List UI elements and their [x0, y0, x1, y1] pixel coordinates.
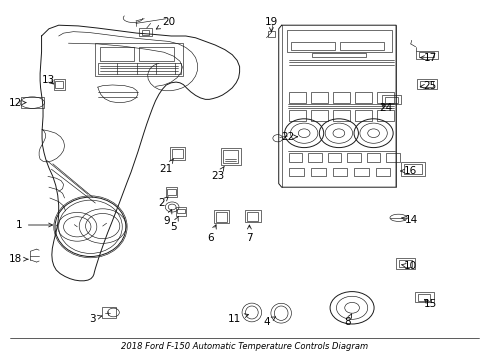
Bar	[398, 260, 411, 267]
Bar	[288, 153, 302, 162]
Bar	[310, 110, 327, 121]
Bar	[170, 147, 184, 160]
Text: 5: 5	[170, 216, 178, 232]
Bar	[176, 207, 185, 216]
Bar	[215, 212, 226, 222]
Bar	[95, 43, 183, 76]
Bar	[375, 168, 389, 176]
Text: 2018 Ford F-150 Automatic Temperature Controls Diagram: 2018 Ford F-150 Automatic Temperature Co…	[121, 342, 367, 351]
Bar	[307, 153, 321, 162]
Text: 23: 23	[210, 166, 224, 181]
Bar	[247, 212, 258, 221]
Text: 22: 22	[280, 132, 297, 142]
Bar	[310, 92, 327, 103]
Bar	[172, 149, 183, 158]
Bar	[213, 210, 229, 223]
Text: 9: 9	[163, 210, 171, 226]
Text: 6: 6	[206, 225, 216, 243]
Bar	[376, 92, 393, 103]
Text: 11: 11	[227, 314, 248, 324]
Bar	[376, 110, 393, 121]
Text: 19: 19	[264, 17, 278, 31]
Bar	[386, 153, 399, 162]
Bar	[327, 153, 341, 162]
Text: 8: 8	[343, 314, 351, 327]
Bar	[291, 42, 335, 50]
Text: 2: 2	[158, 197, 168, 208]
Bar	[415, 51, 437, 59]
Bar	[353, 168, 368, 176]
Bar	[286, 30, 391, 52]
Bar	[310, 168, 325, 176]
Bar	[142, 30, 149, 35]
Bar	[55, 81, 63, 88]
Bar	[221, 148, 240, 165]
Bar	[418, 52, 433, 57]
Bar	[102, 307, 116, 318]
Bar	[395, 258, 414, 269]
Bar	[354, 92, 371, 103]
Bar	[139, 28, 151, 36]
Text: 14: 14	[401, 215, 418, 225]
Text: 13: 13	[42, 75, 56, 85]
Text: 1: 1	[16, 220, 52, 230]
Bar	[288, 92, 305, 103]
Text: 25: 25	[420, 81, 436, 91]
Bar	[385, 97, 397, 103]
Text: 18: 18	[9, 254, 28, 264]
Bar	[414, 292, 433, 302]
Text: 12: 12	[9, 98, 26, 108]
Text: 15: 15	[423, 299, 436, 309]
Text: 7: 7	[245, 225, 252, 243]
Bar	[382, 95, 400, 104]
Text: 20: 20	[156, 17, 175, 29]
Text: 24: 24	[379, 103, 392, 113]
Text: 17: 17	[420, 53, 436, 63]
Bar	[223, 150, 237, 163]
Bar	[346, 153, 360, 162]
Text: 16: 16	[400, 166, 417, 176]
Bar	[332, 168, 346, 176]
Bar	[289, 168, 304, 176]
Bar	[139, 47, 173, 61]
Bar	[417, 294, 429, 301]
Bar	[54, 79, 64, 90]
Bar	[98, 63, 181, 74]
Bar	[177, 209, 184, 213]
Bar	[332, 92, 349, 103]
Bar	[403, 164, 421, 174]
Bar	[100, 47, 134, 61]
Text: 4: 4	[263, 317, 275, 327]
Bar	[354, 110, 371, 121]
Bar	[400, 162, 425, 176]
Bar	[416, 79, 436, 89]
Bar	[20, 97, 44, 108]
Text: 3: 3	[89, 314, 102, 324]
Bar	[245, 210, 261, 222]
Bar	[419, 81, 432, 87]
Text: 21: 21	[159, 159, 173, 174]
Bar	[166, 187, 177, 197]
Bar	[167, 189, 176, 195]
Bar	[340, 42, 384, 50]
Bar	[267, 31, 274, 37]
Bar	[288, 110, 305, 121]
Bar	[311, 53, 365, 57]
Bar	[332, 110, 349, 121]
Bar	[366, 153, 380, 162]
Text: 10: 10	[401, 261, 416, 271]
